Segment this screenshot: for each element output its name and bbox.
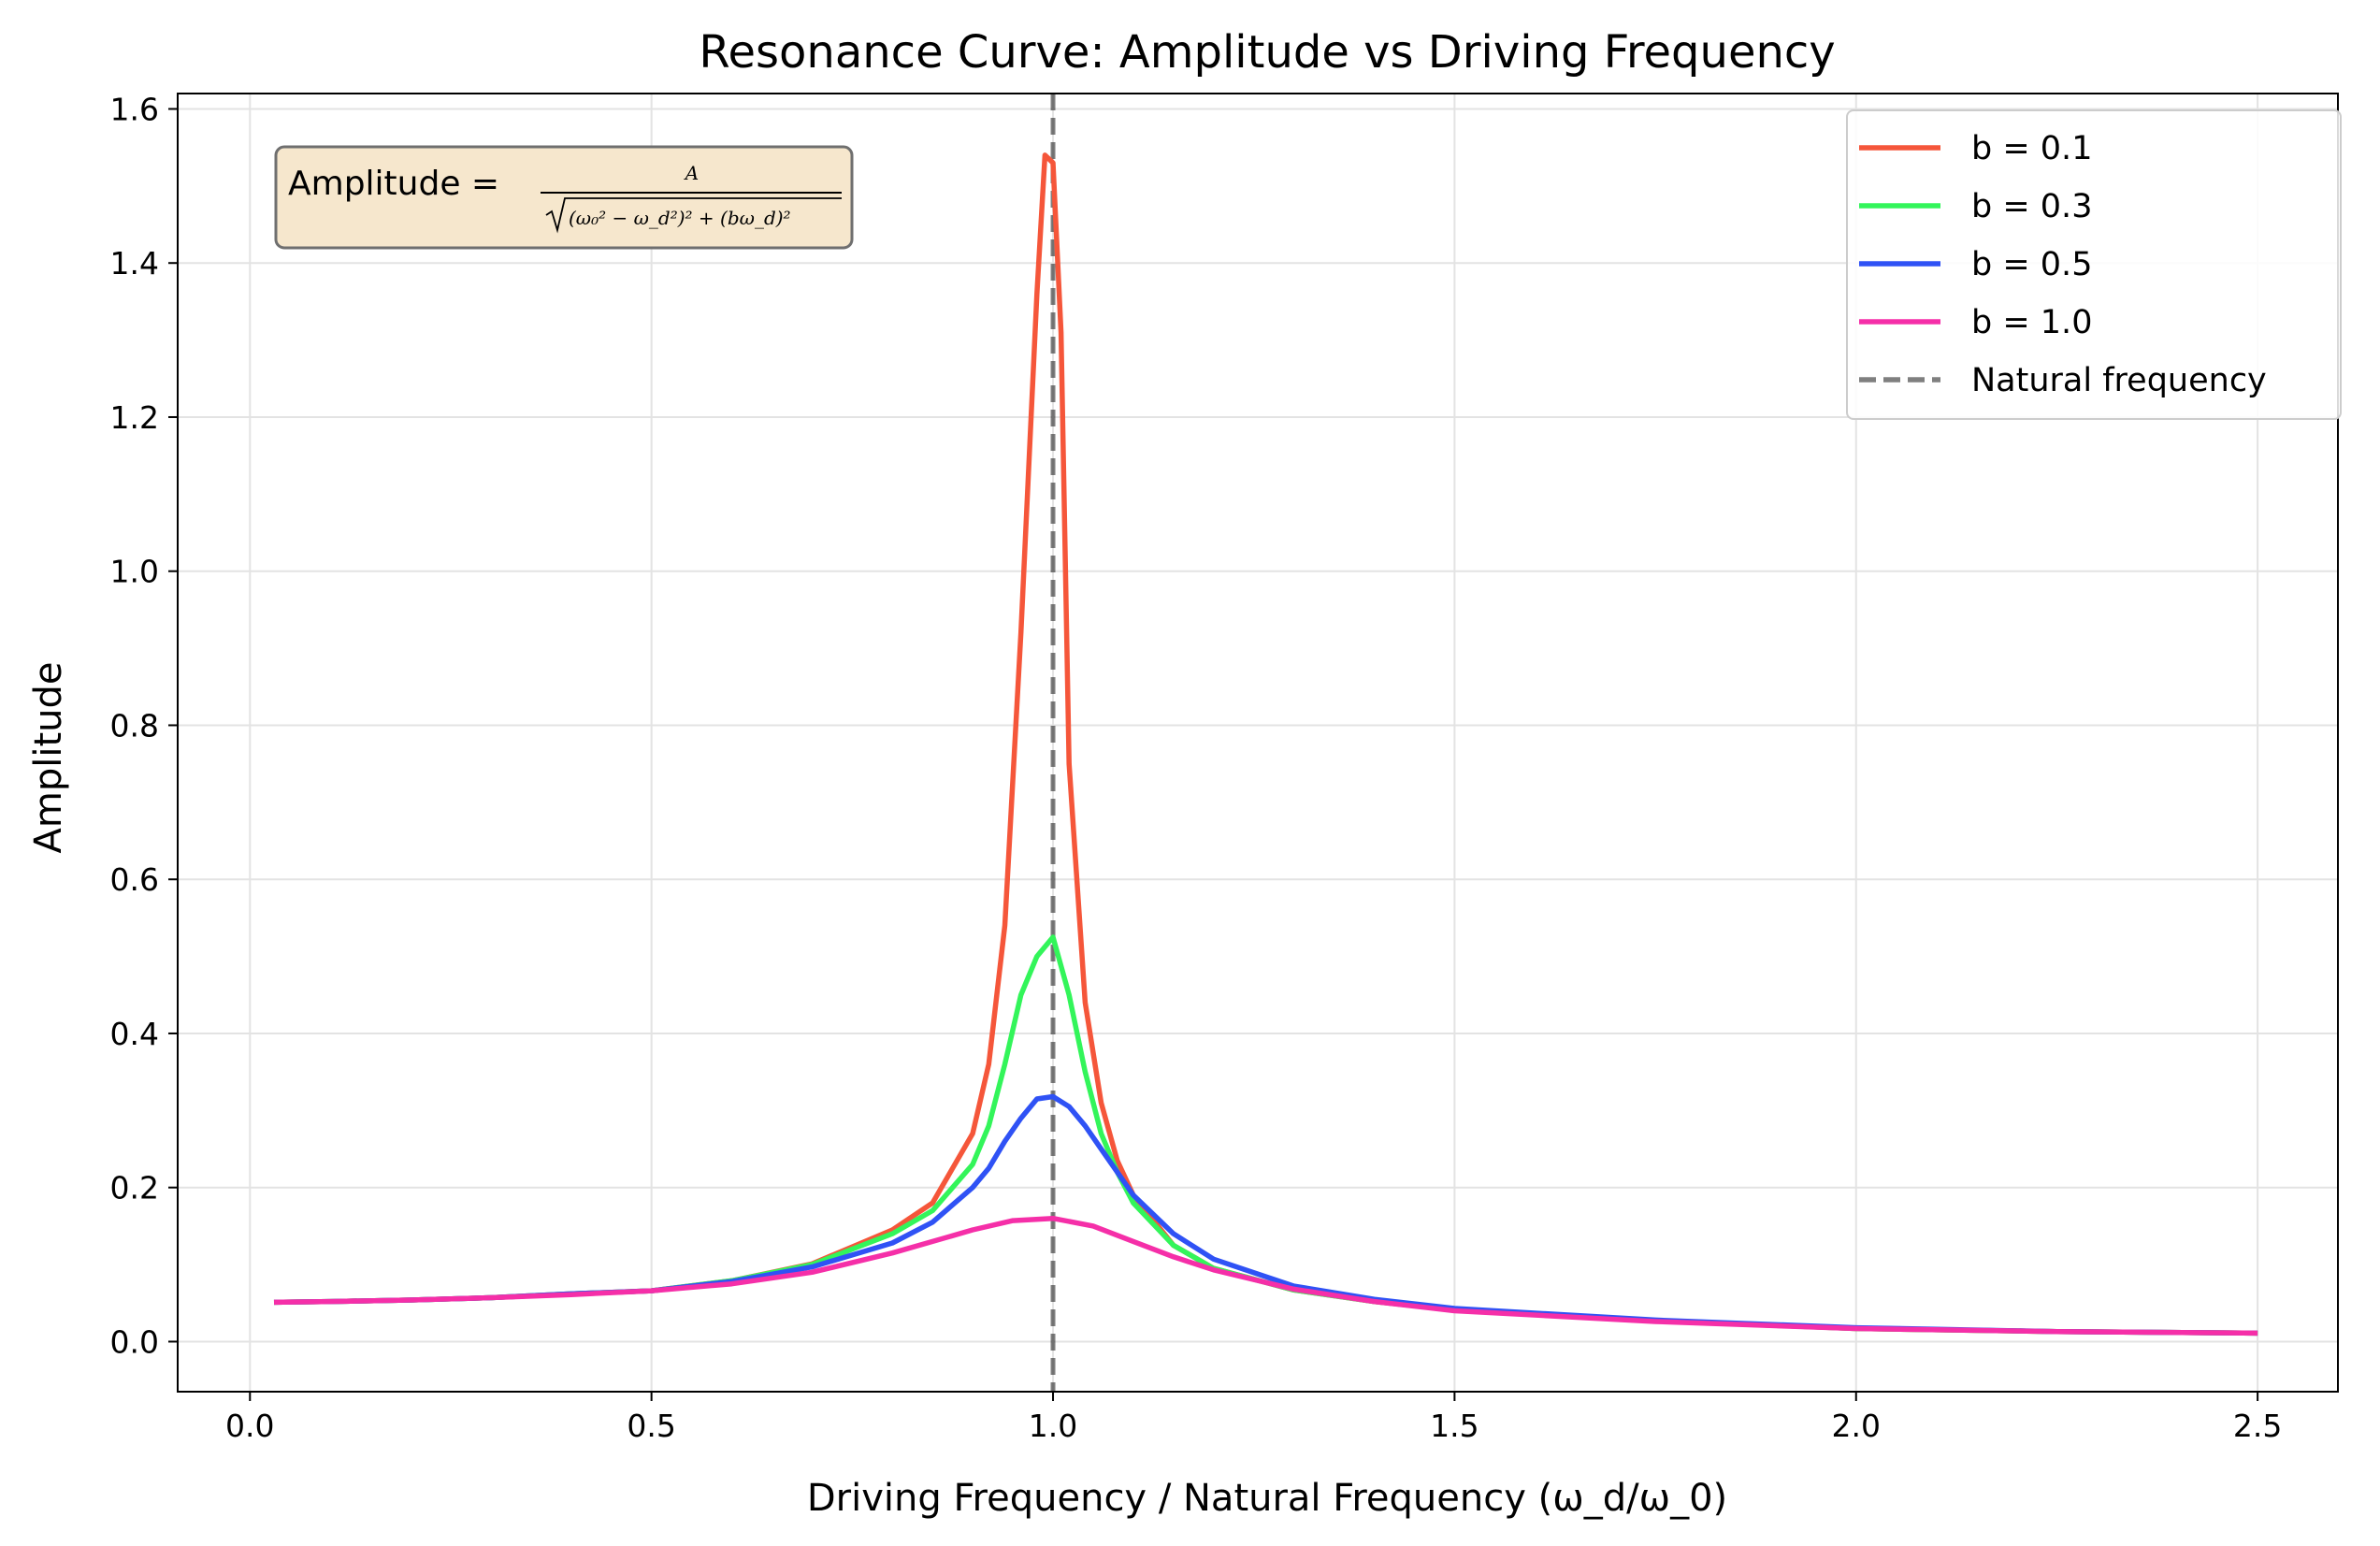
x-axis-label: Driving Frequency / Natural Frequency (ω… (807, 1477, 1727, 1520)
legend-box (1846, 109, 2342, 420)
y-tick-label: 0.6 (110, 861, 159, 898)
formula-denominator: (ω₀² − ω_d²)² + (bω_d)² (569, 207, 791, 229)
y-tick-label: 1.2 (110, 399, 159, 436)
x-tick-label: 2.5 (2233, 1408, 2282, 1444)
plot-frame (177, 93, 2339, 1393)
grid (178, 94, 2338, 1392)
series-line-b-1 (273, 1215, 2258, 1336)
x-tick-label: 2.0 (1832, 1408, 1881, 1444)
y-tick-label: 0.0 (110, 1323, 159, 1360)
y-tick-label: 0.2 (110, 1170, 159, 1206)
legend-label: Natural frequency (1971, 362, 2267, 399)
axis-ticks: 0.0 0.5 1.0 1.5 2.0 2.5 0.0 0.2 0.4 0.6 0.8 1.0 1.2 1… (110, 91, 2283, 1444)
y-tick-label: 1.4 (110, 245, 159, 282)
formula-box (274, 145, 854, 250)
legend-label: b = 0.5 (1971, 246, 2092, 283)
formula-numerator: A (684, 162, 699, 184)
y-tick-label: 0.8 (110, 707, 159, 744)
legend-label: b = 0.3 (1971, 188, 2092, 225)
y-axis-label: Amplitude (27, 662, 70, 854)
x-tick-label: 1.0 (1029, 1408, 1077, 1444)
series-lines (273, 152, 2258, 1336)
legend-label: b = 1.0 (1971, 304, 2092, 341)
y-tick-label: 0.4 (110, 1016, 159, 1052)
formula-annotation: Amplitude = A (ω₀² − ω_d²)² + (bω_d)² (274, 145, 854, 250)
legend-label: b = 0.1 (1971, 130, 2092, 167)
chart-title: Resonance Curve: Amplitude vs Driving Fr… (699, 26, 1835, 79)
x-tick-label: 0.0 (225, 1408, 274, 1444)
x-tick-label: 0.5 (627, 1408, 675, 1444)
formula-sqrt-sign (545, 197, 842, 234)
y-tick-label: 1.6 (110, 91, 159, 127)
formula-prefix: Amplitude = (288, 165, 499, 203)
x-tick-label: 1.5 (1430, 1408, 1478, 1444)
y-tick-label: 1.0 (110, 554, 159, 590)
legend: b = 0.1 b = 0.3 b = 0.5 b = 1.0 Natural freq… (1846, 109, 2342, 420)
